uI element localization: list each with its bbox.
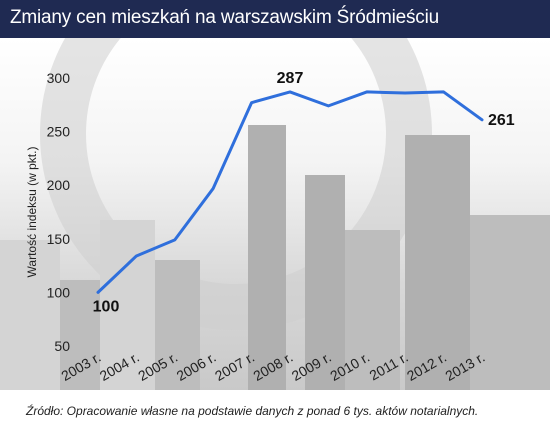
- background-building: [60, 280, 100, 390]
- background-building: [100, 220, 155, 390]
- background-building: [405, 135, 470, 390]
- background-building: [345, 230, 400, 390]
- x-tick-label: 2012 r.: [404, 349, 449, 384]
- series-line: [96, 90, 484, 294]
- x-tick-label: 2005 r.: [135, 349, 180, 384]
- x-tick-label: 2007 r.: [212, 349, 257, 384]
- background-building: [0, 240, 60, 390]
- x-tick-label: 2011 r.: [367, 349, 411, 384]
- background-building: [248, 125, 286, 390]
- x-tick-label: 2006 r.: [174, 349, 219, 384]
- x-tick-label: 2008 r.: [250, 349, 295, 384]
- x-tick-label: 2004 r.: [97, 349, 142, 384]
- y-tick-label: 150: [47, 231, 71, 247]
- x-tick-label: 2009 r.: [289, 349, 334, 384]
- x-tick-label: 2013 r.: [442, 349, 487, 384]
- source-note: Źródło: Opracowanie własne na podstawie …: [26, 404, 479, 418]
- city-background-photo: [0, 38, 550, 390]
- y-axis-label: Wartość indeksu (w pkt.): [25, 147, 39, 278]
- x-tick-label: 2010 r.: [327, 349, 372, 384]
- y-tick-label: 200: [47, 177, 71, 193]
- background-building: [155, 260, 200, 390]
- y-tick-label: 250: [47, 124, 71, 140]
- background-building: [470, 215, 550, 390]
- data-label: 287: [277, 70, 304, 87]
- data-label: 261: [488, 112, 515, 129]
- background-building: [305, 175, 345, 390]
- y-tick-label: 100: [47, 284, 71, 300]
- data-label: 100: [93, 298, 120, 315]
- chart-header: Zmiany cen mieszkań na warszawskim Śródm…: [0, 0, 550, 38]
- chart-title: Zmiany cen mieszkań na warszawskim Śródm…: [10, 7, 439, 28]
- y-tick-label: 50: [54, 338, 70, 354]
- x-tick-label: 2003 r.: [58, 349, 103, 384]
- y-tick-label: 300: [47, 70, 71, 86]
